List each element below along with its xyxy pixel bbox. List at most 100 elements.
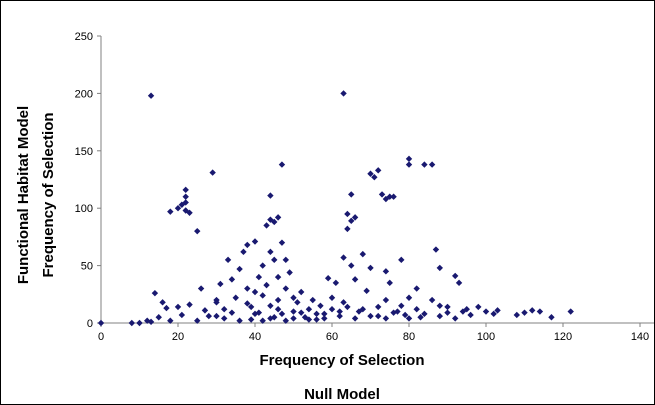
data-point (382, 268, 390, 275)
data-point (401, 311, 409, 319)
data-point (548, 314, 555, 321)
data-point (263, 281, 270, 289)
x-tick-group: 0 20 40 60 80 100 120 140 (98, 323, 649, 343)
data-point (213, 296, 220, 304)
data-point (278, 161, 286, 168)
data-point (444, 309, 451, 316)
x-tick-label: 100 (477, 331, 495, 343)
data-point (351, 315, 359, 322)
data-point (375, 303, 382, 311)
data-point (405, 155, 413, 163)
data-point (428, 296, 436, 304)
data-point (428, 161, 436, 168)
y-tick-label: 100 (75, 203, 93, 215)
data-point (209, 169, 216, 176)
data-point (282, 285, 289, 292)
data-point (482, 308, 490, 315)
data-point (232, 294, 239, 301)
data-point (351, 214, 359, 221)
data-point (321, 310, 328, 318)
data-point (251, 238, 259, 245)
data-point (305, 306, 313, 313)
x-tick-label: 40 (249, 331, 261, 343)
data-point (359, 250, 366, 258)
data-point (282, 256, 289, 264)
data-point (421, 161, 428, 168)
data-point (321, 315, 328, 322)
data-point (174, 303, 182, 311)
data-point (390, 193, 397, 200)
data-point (459, 308, 467, 315)
data-point (382, 296, 390, 304)
data-point (324, 275, 332, 282)
data-point (363, 287, 370, 295)
data-point (386, 279, 393, 287)
data-point (205, 312, 212, 320)
data-point (274, 296, 282, 304)
x-axis-label: Frequency of Selection (259, 352, 424, 369)
data-point (513, 311, 520, 319)
data-point (405, 161, 413, 168)
data-point (244, 285, 251, 292)
data-point (309, 296, 316, 304)
x-tick-label: 60 (326, 331, 338, 343)
data-point (452, 315, 459, 322)
data-point (371, 174, 378, 181)
data-point (452, 272, 459, 280)
data-point (398, 302, 405, 309)
data-point (278, 239, 286, 246)
data-point (174, 205, 182, 212)
data-point (298, 288, 305, 296)
x-axis-secondary-label: Null Model (304, 386, 380, 403)
data-point (340, 90, 347, 97)
data-point (178, 311, 186, 319)
data-point (136, 319, 143, 327)
data-point (224, 256, 232, 264)
data-point (351, 276, 359, 283)
data-point (421, 310, 428, 318)
data-point (274, 273, 282, 281)
data-point (367, 170, 374, 177)
data-point (244, 300, 251, 307)
data-point (521, 309, 528, 316)
data-point (336, 312, 343, 320)
data-point (290, 315, 297, 322)
data-point (278, 310, 286, 318)
data-point (128, 319, 135, 327)
data-point (490, 310, 497, 318)
y-tick-label: 250 (75, 31, 93, 43)
data-point (197, 285, 205, 292)
x-tick-label: 0 (98, 331, 104, 343)
data-point (251, 310, 259, 318)
axes (100, 36, 654, 324)
x-tick-label: 20 (172, 331, 184, 343)
data-point (236, 317, 243, 324)
data-point (328, 294, 336, 301)
data-point (367, 264, 374, 272)
data-point (259, 262, 266, 269)
data-point (398, 256, 405, 264)
data-points (97, 90, 574, 327)
data-point (286, 269, 293, 276)
y-axis-label: Frequency of Selection (40, 112, 57, 277)
data-point (348, 217, 355, 225)
data-point (240, 248, 247, 256)
data-point (182, 199, 189, 206)
data-point (386, 193, 393, 200)
data-point (167, 317, 174, 324)
x-tick-label: 80 (403, 331, 415, 343)
data-point (444, 303, 451, 311)
data-point (221, 315, 228, 322)
y-tick-label: 0 (87, 318, 93, 330)
data-point (163, 304, 170, 312)
data-point (274, 214, 282, 221)
data-point (186, 209, 193, 216)
data-point (344, 303, 351, 311)
y-tick-label: 150 (75, 146, 93, 158)
data-point (251, 288, 259, 296)
data-point (282, 317, 289, 324)
data-point (413, 285, 420, 292)
data-point (263, 222, 270, 229)
data-point (567, 308, 574, 315)
